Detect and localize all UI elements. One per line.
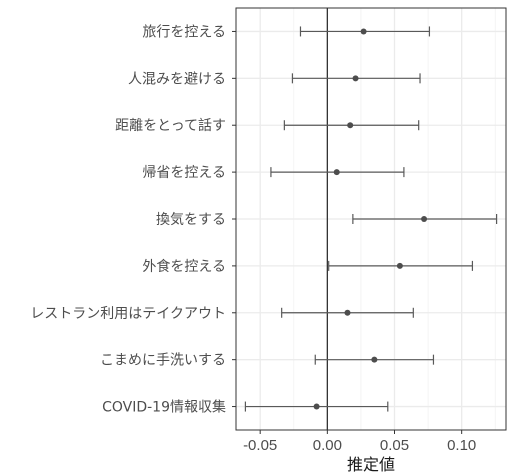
x-tick-label: -0.05 <box>243 437 277 454</box>
estimate-point <box>313 403 320 410</box>
x-axis-title: 推定値 <box>347 455 395 474</box>
category-label-layer: 旅行を控える人混みを避ける距離をとって話す帰省を控える換気をする外食を控えるレス… <box>30 24 236 416</box>
category-label: COVID-19情報収集 <box>102 399 226 416</box>
x-tick-label: 0.05 <box>380 437 409 454</box>
estimate-point <box>344 309 351 316</box>
category-label: 帰省を控える <box>142 164 226 181</box>
estimate-point <box>333 169 340 176</box>
category-label: 旅行を控える <box>142 24 226 40</box>
category-label: 人混みを避ける <box>128 71 226 87</box>
estimate-point <box>421 216 428 222</box>
estimate-point <box>352 75 359 82</box>
x-tick-label: 0.10 <box>447 437 476 454</box>
category-label: 外食を控える <box>142 258 226 275</box>
estimate-point <box>371 356 378 363</box>
panel-border <box>235 7 507 431</box>
estimate-point <box>360 28 367 35</box>
category-label: レストラン利用はテイクアウト <box>30 306 226 322</box>
point-layer <box>313 28 428 410</box>
x-tick-label: 0.00 <box>313 437 342 454</box>
x-tick-layer: -0.05 0.00 0.05 0.10 <box>243 430 476 454</box>
category-label: こまめに手洗いする <box>100 353 226 369</box>
estimate-point <box>396 262 403 269</box>
estimate-point <box>347 122 354 129</box>
category-label: 換気をする <box>156 212 226 228</box>
category-label: 距離をとって話す <box>115 117 226 134</box>
